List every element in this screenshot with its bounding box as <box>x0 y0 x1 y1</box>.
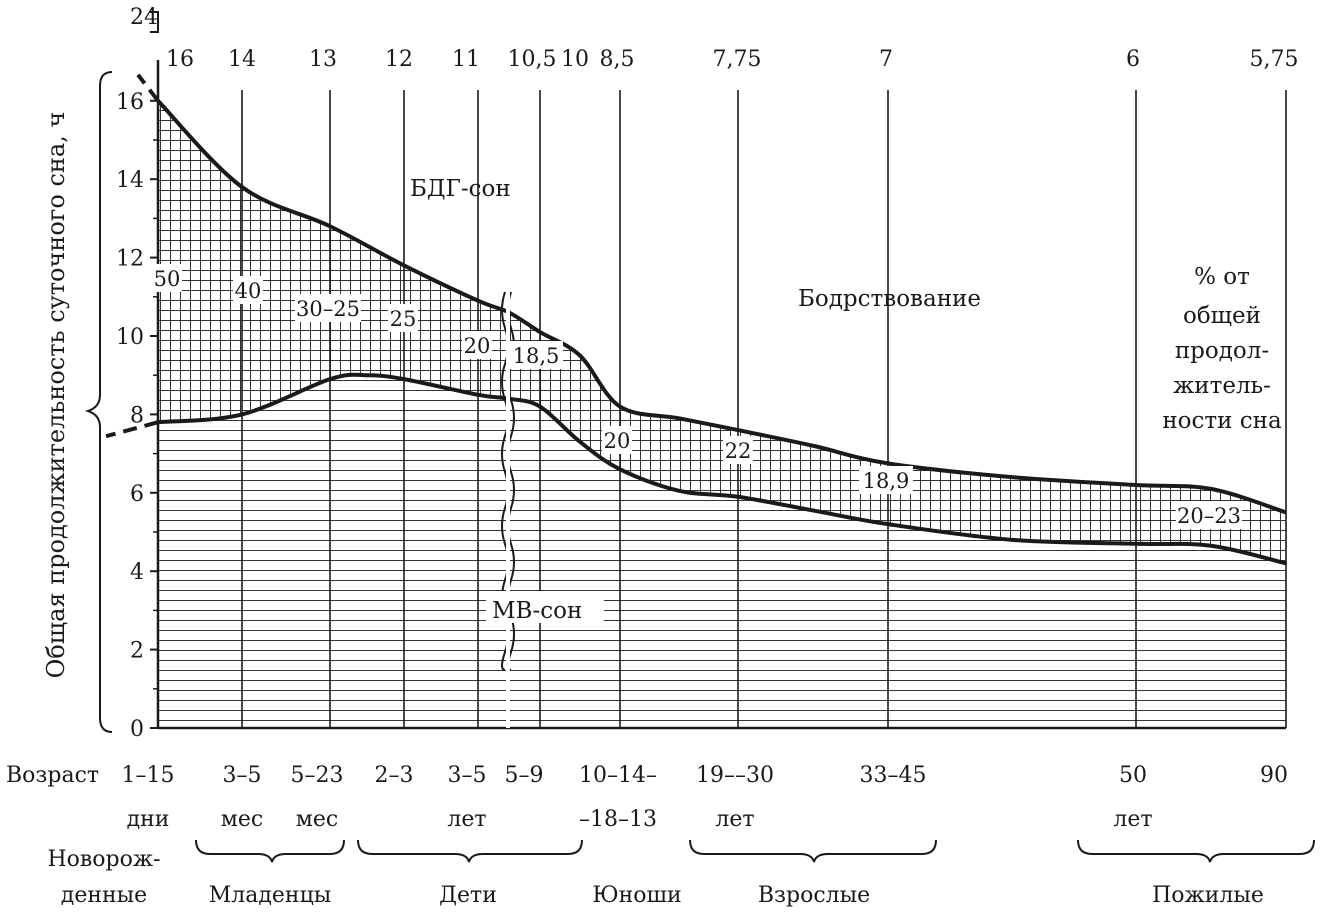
y-axis-ticks: 0 2 4 6 8 10 12 14 16 <box>116 90 158 742</box>
rem-percent-box-0 <box>152 264 182 292</box>
wakefulness-label: Бодрствование <box>798 286 981 312</box>
rem-percent-label-3: 25 <box>390 307 417 331</box>
total-hours-label-1: 14 <box>228 47 256 72</box>
age-label-top-5: 5–9 <box>505 763 544 788</box>
y-tick-label-2: 2 <box>130 639 144 664</box>
total-hours-label-5: 10,5 <box>508 47 557 72</box>
total-hours-label-10: 6 <box>1126 47 1140 72</box>
age-axis-label: Возраст <box>6 763 99 788</box>
age-label-bottom-1: мес <box>221 807 263 832</box>
nrem-sleep-area <box>158 374 1286 728</box>
age-label-bottom-2: мес <box>296 807 338 832</box>
total-sleep-hours-labels: 16 14 13 12 11 10,5 10 8,5 7,75 7 6 5,75 <box>166 47 1298 72</box>
y-tick-label-0: 0 <box>130 717 144 742</box>
y-tick-label-4: 4 <box>130 560 144 585</box>
total-hours-label-9: 7 <box>879 47 893 72</box>
rem-percent-box-1 <box>233 276 263 304</box>
percent-note-line-5: ности сна <box>1162 408 1282 434</box>
age-group-braces <box>195 839 1315 863</box>
top-24-bracket <box>150 11 159 33</box>
age-vertical-lines <box>241 90 1287 728</box>
rem-sleep-label: БДГ-сон <box>410 176 511 202</box>
y-tick-label-6: 6 <box>130 482 144 507</box>
age-label-top-4: 3–5 <box>448 763 487 788</box>
rem-percent-label-1: 40 <box>235 279 262 303</box>
total-hours-label-8: 7,75 <box>713 47 762 72</box>
rem-percent-box-6 <box>602 426 632 454</box>
group-newborns-line-1: Новорож- <box>47 847 160 872</box>
rem-percent-label-8: 18,9 <box>863 469 910 493</box>
age-tick-labels: 1–15 дни 3–5 мес 5–23 мес 2–3 3–5 лет 5–9 10–14– –1… <box>122 763 1289 832</box>
age-label-bottom-4: лет <box>447 807 486 832</box>
age-label-top-1: 3–5 <box>223 763 262 788</box>
total-hours-label-3: 12 <box>385 47 413 72</box>
age-label-bottom-7: лет <box>715 807 754 832</box>
nrem-sleep-curve <box>157 372 1287 566</box>
group-infants: Младенцы <box>209 883 332 908</box>
rem-percent-label-2: 30–25 <box>296 297 360 321</box>
rem-percent-box-9 <box>1176 501 1242 529</box>
rem-percent-box-8 <box>859 466 913 494</box>
total-hours-label-2: 13 <box>309 47 337 72</box>
percent-note-line-4: житель- <box>1173 373 1271 399</box>
total-hours-label-6: 10 <box>561 47 589 72</box>
age-group-labels: Новорож- денные Младенцы Дети Юноши Взро… <box>47 847 1263 908</box>
group-youth: Юноши <box>592 883 681 908</box>
age-label-top-8: 33–45 <box>860 763 927 788</box>
group-elderly: Пожилые <box>1152 883 1264 908</box>
percent-note-line-2: общей <box>1183 303 1261 329</box>
nrem-label-bg <box>486 591 604 623</box>
rem-percent-box-4 <box>462 331 492 359</box>
y-tick-label-14: 14 <box>116 168 144 193</box>
group-newborns-line-2: денные <box>61 883 147 908</box>
age-label-top-7: 19––30 <box>696 763 774 788</box>
total-hours-label-11: 5,75 <box>1250 47 1299 72</box>
rem-percent-label-0: 50 <box>154 267 181 291</box>
rem-percent-label-4: 20 <box>464 334 491 358</box>
percent-note: % от общей продол- житель- ности сна <box>1162 264 1282 434</box>
y-axis-top-label: 24 <box>130 5 158 30</box>
y-axis-brace <box>84 71 113 733</box>
nrem-curve-extension <box>105 420 159 439</box>
rem-percent-label-7: 22 <box>725 439 752 463</box>
age-label-top-0: 1–15 <box>122 763 175 788</box>
y-axis-title: Общая продолжительность суточного сна, ч <box>42 112 70 679</box>
total-hours-label-0: 16 <box>166 47 194 72</box>
y-tick-label-12: 12 <box>116 247 144 272</box>
rem-percent-label-6: 20 <box>604 429 631 453</box>
axis-break-gap <box>506 292 510 728</box>
age-label-bottom-9: лет <box>1113 807 1152 832</box>
rem-percent-labels: 50 40 30–25 25 20 18,5 20 22 18,9 20–23 <box>152 264 1242 529</box>
rem-percent-box-7 <box>723 436 753 464</box>
rem-percent-box-2 <box>295 294 361 322</box>
percent-note-line-1: % от <box>1194 264 1250 290</box>
rem-percent-label-5: 18,5 <box>513 344 560 368</box>
age-label-top-6: 10–14– <box>579 763 657 788</box>
y-tick-label-8: 8 <box>130 403 144 428</box>
rem-percent-box-3 <box>388 304 418 332</box>
group-adults: Взрослые <box>758 883 870 908</box>
total-hours-label-4: 11 <box>452 47 480 72</box>
age-label-bottom-0: дни <box>127 807 170 832</box>
group-children: Дети <box>439 883 497 908</box>
age-label-top-9: 50 <box>1119 763 1147 788</box>
y-tick-label-16: 16 <box>116 90 144 115</box>
y-tick-label-10: 10 <box>116 325 144 350</box>
age-label-bottom-6: –18–13 <box>579 807 657 832</box>
age-label-top-10: 90 <box>1260 763 1288 788</box>
percent-note-line-3: продол- <box>1175 338 1269 364</box>
rem-percent-box-5 <box>509 341 563 369</box>
age-label-top-2: 5–23 <box>291 763 344 788</box>
rem-curve-extension <box>136 73 160 103</box>
total-hours-label-7: 8,5 <box>600 47 635 72</box>
nrem-sleep-label: МВ-сон <box>492 598 582 624</box>
rem-sleep-curve <box>156 99 1287 515</box>
rem-percent-label-9: 20–23 <box>1177 504 1241 528</box>
age-label-top-3: 2–3 <box>375 763 414 788</box>
rem-sleep-area <box>158 100 1286 564</box>
